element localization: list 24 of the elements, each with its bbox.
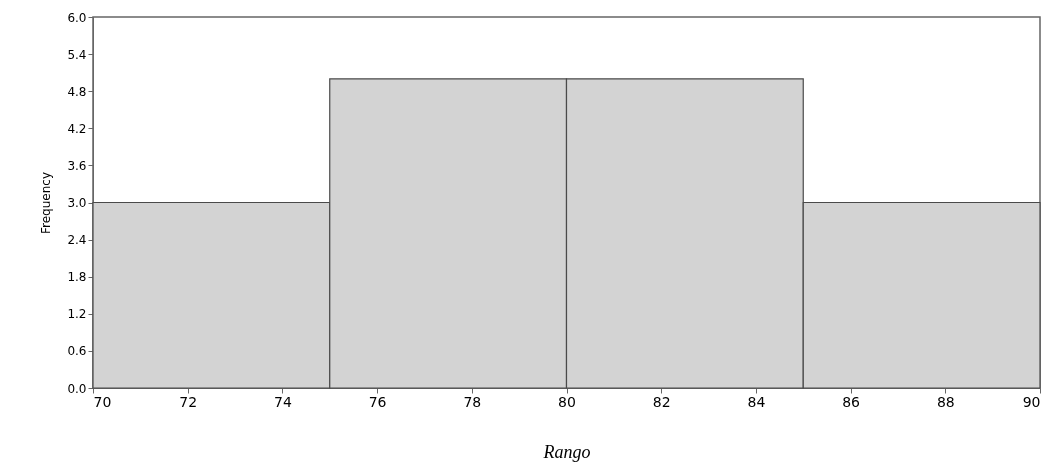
y-tick-label: 0.0 — [67, 381, 87, 396]
y-tick-label: 4.2 — [67, 121, 87, 136]
y-tick-label: 1.2 — [67, 307, 87, 322]
y-tick-label: 6.0 — [67, 10, 87, 25]
x-tick-label: 86 — [842, 393, 861, 410]
x-tick-label: 88 — [936, 393, 955, 410]
y-tick-label: 4.8 — [67, 84, 87, 99]
y-tick-label: 0.6 — [67, 344, 87, 359]
x-tick-label: 78 — [463, 393, 482, 410]
x-tick-label: 72 — [179, 393, 198, 410]
x-tick-label: 90 — [1022, 393, 1041, 410]
x-tick-label: 70 — [93, 393, 112, 410]
x-tick-label: 80 — [558, 393, 576, 410]
x-tick-label: 74 — [273, 393, 292, 410]
y-tick-label: 3.0 — [67, 196, 87, 210]
x-tick-label: 84 — [747, 393, 766, 410]
x-axis-title: Rango — [542, 441, 591, 462]
x-tick-label: 82 — [652, 393, 671, 410]
y-tick-label: 2.4 — [67, 233, 87, 248]
y-axis-title: Frequency — [39, 172, 54, 234]
x-tick-label: 76 — [368, 393, 387, 410]
y-tick-label: 5.4 — [67, 47, 87, 62]
y-tick-label: 3.6 — [67, 158, 87, 173]
y-tick-label: 1.8 — [67, 270, 87, 285]
